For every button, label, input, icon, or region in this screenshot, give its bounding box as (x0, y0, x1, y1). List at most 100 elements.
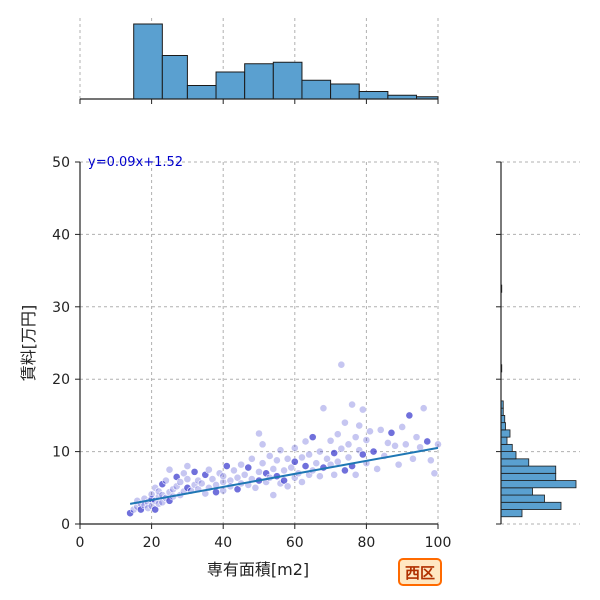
right-hist-bar (500, 436, 508, 445)
scatter-point (269, 465, 278, 473)
scatter-point (283, 482, 292, 491)
scatter-point (434, 440, 442, 449)
top-hist-bar (133, 23, 163, 100)
scatter-point (426, 456, 435, 465)
top-hist-bar (161, 55, 188, 100)
scatter-point (255, 467, 263, 476)
right-hist-bar (500, 422, 506, 431)
scatter-point (251, 483, 260, 492)
y-tick-label: 20 (52, 372, 70, 388)
scatter-point (373, 465, 382, 473)
scatter-point (362, 436, 371, 444)
scatter-point (355, 421, 364, 430)
x-tick-label: 80 (357, 535, 375, 551)
scatter-point (308, 433, 317, 442)
scatter-point (165, 465, 174, 474)
x-tick-label: 20 (143, 535, 161, 551)
scatter-point (358, 405, 367, 414)
x-tick-label: 40 (214, 535, 232, 551)
scatter-point (265, 452, 274, 460)
top-hist-bar (358, 91, 389, 100)
scatter-point (183, 475, 192, 484)
scatter-point (190, 467, 199, 476)
scatter-point (162, 476, 170, 485)
ticks: 0 20 40 60 80 100 0 10 20 30 40 50 (52, 99, 501, 551)
scatter-point (222, 462, 231, 470)
scatter-point (387, 428, 396, 437)
y-tick-label: 40 (52, 227, 70, 243)
scatter-point (315, 472, 324, 481)
region-badge: 西区 (398, 558, 442, 586)
scatter-point (330, 470, 339, 479)
scatter-point (280, 466, 288, 475)
top-histogram (133, 23, 439, 100)
right-hist-bar (500, 487, 533, 496)
scatter-point (430, 469, 439, 478)
top-hist-bar (215, 71, 246, 100)
y-tick-label: 50 (52, 155, 70, 171)
right-hist-bar (500, 501, 562, 510)
top-hist-bar (186, 85, 217, 100)
right-hist-bar (500, 494, 545, 503)
scatter-point (179, 469, 188, 478)
right-hist-bar (500, 509, 523, 518)
regression-line-group (129, 446, 439, 505)
scatter-point (147, 490, 156, 499)
scatter-point (151, 505, 160, 514)
scatter-point (423, 437, 432, 446)
scatter-point (233, 485, 242, 494)
top-hist-bar (272, 61, 303, 100)
scatter-point (290, 457, 299, 466)
scatter-point (226, 476, 235, 485)
scatter-point (401, 440, 410, 449)
scatter-point (237, 460, 245, 469)
scatter-point (298, 453, 306, 462)
scatter-point (230, 466, 238, 475)
scatter-point (330, 449, 339, 457)
scatter-point (240, 470, 249, 479)
scatter-point (405, 411, 414, 420)
scatter-point (344, 440, 353, 449)
scatter-point (197, 479, 206, 488)
scatter-point (341, 418, 349, 427)
x-tick-label: 60 (286, 535, 304, 551)
regression-equation: y=0.09x+1.52 (88, 155, 183, 170)
right-hist-bar (500, 480, 577, 489)
scatter-point (323, 454, 331, 463)
right-histogram (500, 284, 577, 518)
scatter-point (344, 453, 353, 462)
y-tick-label: 30 (52, 300, 70, 316)
scatter-point (290, 444, 299, 452)
scatter-point (412, 433, 421, 442)
scatter-point (183, 462, 192, 470)
right-hist-bar (500, 458, 530, 467)
scatter-point (326, 436, 335, 445)
y-tick-label: 0 (61, 517, 70, 533)
scatter-point (272, 456, 281, 465)
scatter-point (369, 447, 378, 456)
scatter-point (394, 460, 403, 469)
scatter-point (351, 433, 360, 442)
x-tick-label: 100 (425, 535, 452, 551)
x-tick-label: 0 (76, 535, 85, 551)
scatter-point (280, 476, 288, 485)
scatter-point (376, 425, 385, 434)
scatter-point (255, 429, 263, 438)
scatter-point (233, 473, 242, 482)
right-hist-bar (500, 451, 517, 460)
scatter-point (244, 463, 253, 472)
scatter-point (305, 450, 314, 459)
scatter-point (333, 430, 342, 439)
top-hist-bar (244, 63, 274, 100)
y-axis-label: 賃料[万円] (19, 305, 38, 382)
scatter-point (176, 478, 185, 486)
x-axis-label: 専有面積[m2] (207, 560, 309, 579)
scatter-point (337, 444, 346, 453)
right-hist-bar (500, 472, 557, 481)
scatter-point (383, 439, 392, 447)
scatter-point (358, 450, 367, 459)
scatter-point (419, 404, 428, 413)
scatter-point (409, 454, 417, 463)
scatter-point (287, 463, 296, 472)
scatter-point (341, 466, 349, 475)
